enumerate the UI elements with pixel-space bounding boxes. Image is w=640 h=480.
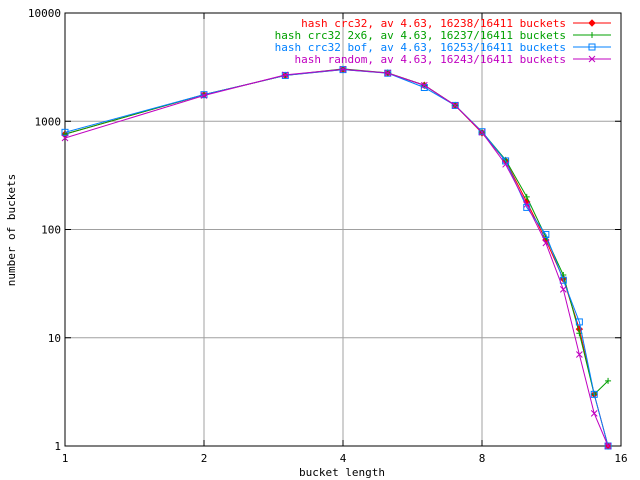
data-point <box>384 69 392 77</box>
data-point <box>575 318 583 326</box>
y-tick-label: 10000 <box>28 7 61 20</box>
data-point <box>339 65 347 73</box>
data-point <box>451 101 459 109</box>
data-point <box>604 442 612 450</box>
legend-label: hash random, av 4.63, 16243/16411 bucket… <box>294 53 566 66</box>
axis-ticks: 1 2 4 8 16 1 10 100 1000 10000 <box>28 7 628 465</box>
data-point <box>478 128 486 136</box>
data-point <box>451 102 459 109</box>
x-tick-label: 2 <box>201 452 208 465</box>
data-point <box>588 43 596 51</box>
series-group <box>61 65 612 450</box>
series-line <box>64 69 609 447</box>
legend-entry: hash random, av 4.63, 16243/16411 bucket… <box>294 53 611 66</box>
data-point <box>588 55 596 63</box>
y-tick-label: 1000 <box>35 115 62 128</box>
data-point <box>523 201 531 208</box>
x-tick-label: 4 <box>340 452 347 465</box>
series-1 <box>61 65 612 450</box>
data-point <box>478 128 486 136</box>
grid <box>65 13 621 446</box>
data-point <box>588 19 596 27</box>
x-axis-label: bucket length <box>299 466 385 479</box>
y-tick-label: 10 <box>48 332 61 345</box>
series-line <box>64 68 609 447</box>
data-point <box>523 193 530 200</box>
data-point <box>542 230 550 238</box>
data-point <box>576 351 583 358</box>
legend: hash crc32, av 4.63, 16238/16411 buckets… <box>275 17 611 66</box>
data-point <box>502 160 509 168</box>
data-point <box>589 32 595 38</box>
data-point <box>200 92 208 99</box>
y-tick-label: 1 <box>54 440 61 453</box>
data-point <box>420 81 428 89</box>
legend-label: hash crc32 bof, av 4.63, 16253/16411 buc… <box>275 41 566 54</box>
legend-entry: hash crc32 2x6, av 4.63, 16237/16411 buc… <box>275 29 611 42</box>
data-point <box>281 71 289 79</box>
legend-label: hash crc32, av 4.63, 16238/16411 buckets <box>301 17 566 30</box>
legend-entry: hash crc32 bof, av 4.63, 16253/16411 buc… <box>275 41 611 54</box>
data-point <box>590 410 598 417</box>
series-3 <box>61 66 612 450</box>
data-point <box>605 377 612 384</box>
data-point <box>542 239 550 247</box>
data-point <box>590 390 598 398</box>
legend-entry: hash crc32, av 4.63, 16238/16411 buckets <box>301 17 611 30</box>
x-tick-label: 16 <box>614 452 627 465</box>
series-line <box>64 69 609 447</box>
y-axis-label: number of buckets <box>5 174 18 287</box>
data-point <box>61 128 69 136</box>
x-tick-label: 8 <box>479 452 486 465</box>
y-tick-label: 100 <box>41 224 61 237</box>
data-point <box>61 134 69 142</box>
data-point <box>559 285 567 293</box>
legend-label: hash crc32 2x6, av 4.63, 16237/16411 buc… <box>275 29 566 42</box>
x-tick-label: 1 <box>62 452 69 465</box>
series-4 <box>61 65 612 450</box>
series-2 <box>62 65 612 398</box>
series-line <box>64 68 609 396</box>
data-point <box>604 442 612 450</box>
